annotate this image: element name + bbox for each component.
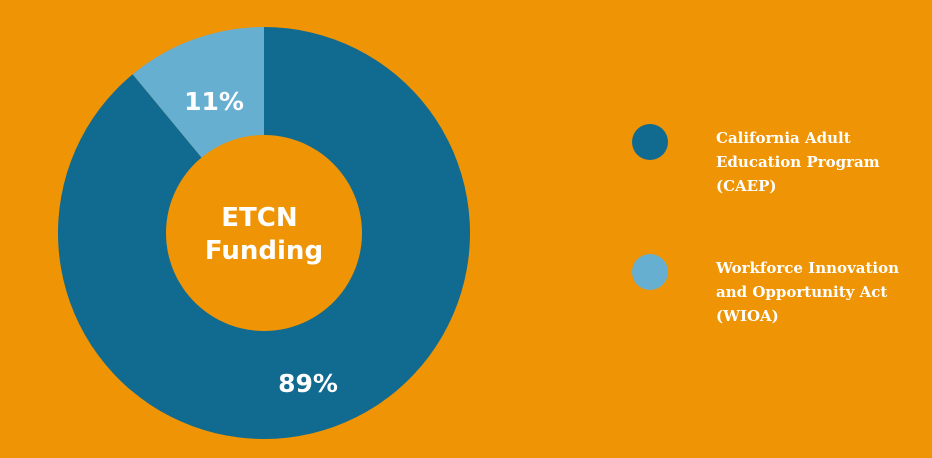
legend-swatch-caep: [632, 124, 668, 160]
center-title: ETCN Funding: [205, 203, 323, 266]
legend-swatch-wioa: [632, 254, 668, 290]
legend-label-wioa-line-2: and Opportunity Act: [716, 283, 888, 301]
legend-label-caep: California Adult Education Program (CAEP…: [716, 126, 921, 198]
legend-label-wioa-line-3: (WIOA): [716, 307, 779, 325]
center-title-line-2: Funding: [205, 236, 323, 266]
donut-slices: [57, 27, 471, 439]
legend: California Adult Education Program (CAEP…: [630, 118, 925, 378]
slice-label-caep: 89%: [278, 369, 338, 398]
donut-slice-wioa: [132, 27, 264, 158]
legend-item-wioa: Workforce Innovation and Opportunity Act…: [630, 248, 925, 378]
legend-label-caep-line-3: (CAEP): [716, 177, 777, 195]
legend-label-wioa: Workforce Innovation and Opportunity Act…: [716, 256, 921, 328]
legend-item-caep: California Adult Education Program (CAEP…: [630, 118, 925, 248]
donut-slice-caep: [57, 27, 471, 439]
legend-label-caep-line-2: Education Program: [716, 153, 880, 171]
slice-label-wioa: 11%: [184, 87, 244, 116]
center-title-line-1: ETCN: [221, 203, 297, 233]
donut-slice-labels: 89% 11%: [184, 87, 338, 398]
legend-label-wioa-line-1: Workforce Innovation: [716, 259, 899, 277]
legend-label-caep-line-1: California Adult: [716, 129, 851, 147]
